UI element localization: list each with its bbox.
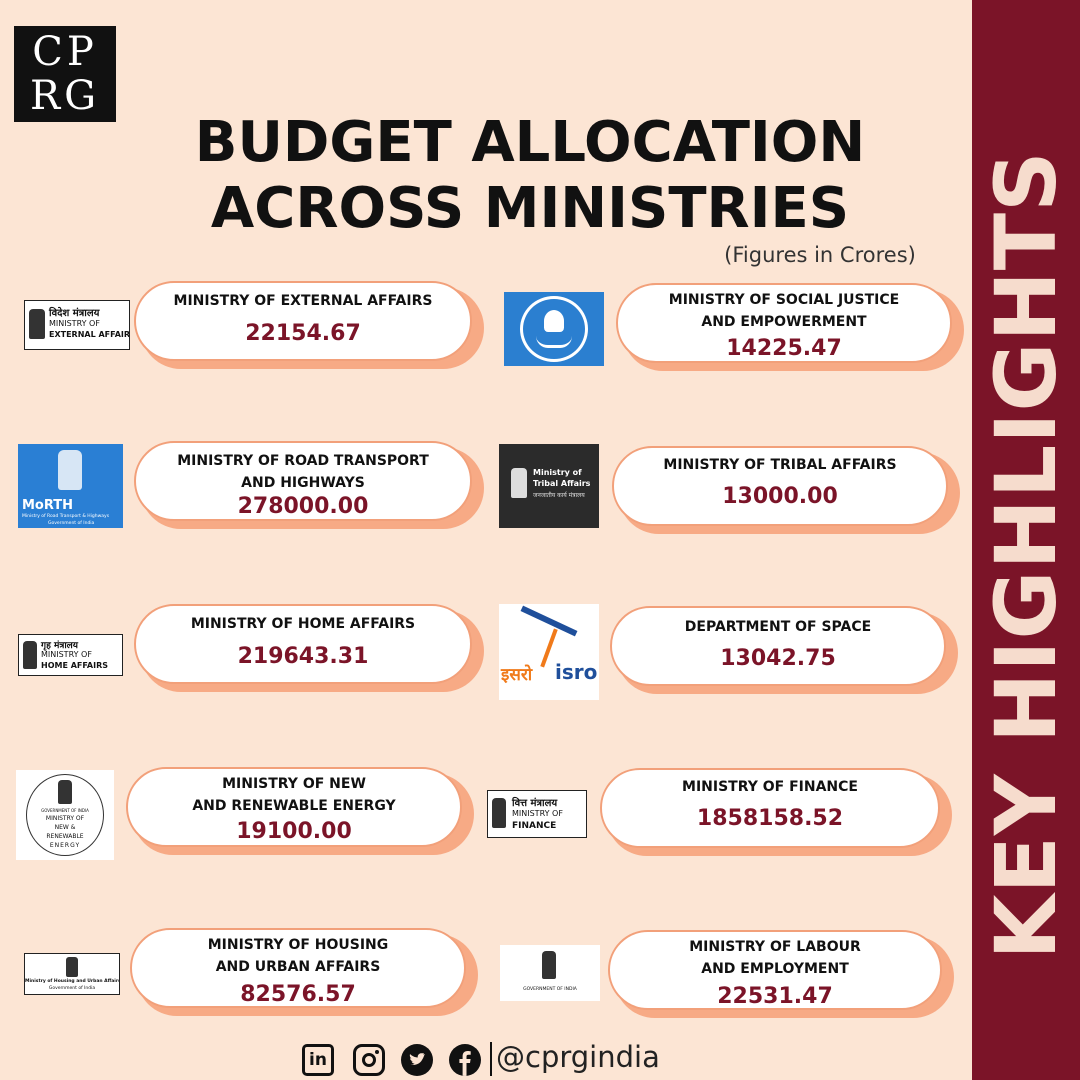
key-highlights-label: KEY HIGHLIGHTS — [977, 150, 1075, 960]
morth-logo-text: MoRTH — [22, 498, 74, 513]
mea-logo-line2: EXTERNAL AFFAIRS — [49, 330, 130, 339]
morth-logo: MoRTH Ministry of Road Transport & Highw… — [18, 444, 123, 528]
emblem-icon — [23, 641, 37, 669]
ministry-card-home-affairs: MINISTRY OF HOME AFFAIRS 219643.31 — [134, 604, 484, 692]
satellite-icon — [520, 605, 578, 637]
mnre-logo-line2: NEW & — [54, 824, 76, 831]
mea-logo-hindi: विदेश मंत्रालय — [49, 308, 100, 319]
mnre-logo-line1: MINISTRY OF — [45, 815, 85, 822]
ministry-card-road-transport: MINISTRY OF ROAD TRANSPORT AND HIGHWAYS … — [134, 441, 484, 529]
emblem-icon — [542, 951, 556, 979]
ministry-card-external-affairs: MINISTRY OF EXTERNAL AFFAIRS 22154.67 — [134, 281, 484, 369]
ministry-name: MINISTRY OF LABOUR AND EMPLOYMENT — [689, 939, 861, 977]
mnre-logo-line3: RENEWABLE — [46, 833, 84, 840]
ministry-name: MINISTRY OF TRIBAL AFFAIRS — [663, 457, 897, 473]
tree-icon — [544, 310, 564, 332]
isro-logo: इसरो isro — [499, 604, 599, 700]
emblem-icon — [58, 780, 72, 804]
morth-logo-sub: Ministry of Road Transport & Highways — [22, 514, 110, 519]
finance-logo-line1: MINISTRY OF — [512, 809, 563, 818]
mohua-logo-line2: Government of India — [48, 986, 96, 991]
ministry-card-renewable-energy: MINISTRY OF NEW AND RENEWABLE ENERGY 191… — [126, 767, 474, 855]
emblem-icon — [66, 957, 78, 977]
instagram-icon[interactable] — [353, 1044, 385, 1076]
ministry-card-space: DEPARTMENT OF SPACE 13042.75 — [610, 606, 958, 694]
labour-logo-line1: GOVERNMENT OF INDIA — [523, 987, 577, 992]
ministry-card-labour: MINISTRY OF LABOUR AND EMPLOYMENT 22531.… — [608, 930, 954, 1018]
tribal-logo-line1: Ministry of — [533, 468, 582, 477]
emblem-icon — [29, 309, 45, 339]
ministry-card-housing-urban: MINISTRY OF HOUSING AND URBAN AFFAIRS 82… — [130, 928, 478, 1016]
mnre-logo-line4: ENERGY — [49, 842, 81, 849]
ministry-allocation: 22154.67 — [245, 321, 361, 346]
mha-logo-line2: HOME AFFAIRS — [41, 661, 108, 670]
labour-logo: GOVERNMENT OF INDIA — [500, 945, 600, 1001]
mohua-logo-line1: Ministry of Housing and Urban Affairs — [25, 979, 120, 984]
cprg-logo: CP RG — [14, 26, 116, 122]
mohua-logo: Ministry of Housing and Urban Affairs Go… — [24, 953, 120, 995]
footer-divider — [490, 1042, 492, 1076]
mha-logo: गृह मंत्रालय MINISTRY OF HOME AFFAIRS — [18, 634, 123, 676]
ministry-name: DEPARTMENT OF SPACE — [684, 619, 872, 635]
ministry-allocation: 13042.75 — [720, 646, 836, 671]
ministry-name: MINISTRY OF ROAD TRANSPORT AND HIGHWAYS — [177, 453, 429, 491]
ministry-card-social-justice: MINISTRY OF SOCIAL JUSTICE AND EMPOWERME… — [616, 283, 964, 371]
ministry-allocation: 22531.47 — [717, 984, 833, 1009]
ministry-allocation: 19100.00 — [236, 819, 352, 844]
ministry-name: MINISTRY OF HOUSING AND URBAN AFFAIRS — [207, 937, 389, 975]
twitter-icon[interactable] — [401, 1044, 433, 1076]
key-highlights-sidebar — [972, 0, 1080, 1080]
ministry-allocation: 13000.00 — [722, 484, 838, 509]
tribal-affairs-logo: Ministry of Tribal Affairs जनजातीय कार्य… — [499, 444, 599, 528]
emblem-icon — [511, 468, 527, 498]
social-justice-logo — [504, 292, 604, 366]
figures-unit-note: (Figures in Crores) — [724, 243, 916, 267]
ministry-name: MINISTRY OF HOME AFFAIRS — [190, 616, 416, 632]
ministry-card-tribal-affairs: MINISTRY OF TRIBAL AFFAIRS 13000.00 — [612, 446, 960, 534]
ministry-allocation: 278000.00 — [237, 494, 369, 519]
cprg-logo-line2: RG — [29, 73, 101, 119]
mha-logo-hindi: गृह मंत्रालय — [41, 641, 78, 651]
social-handle[interactable]: @cprgindia — [496, 1040, 660, 1074]
ministry-name: MINISTRY OF SOCIAL JUSTICE AND EMPOWERME… — [668, 292, 900, 330]
mnre-logo-line0: GOVERNMENT OF INDIA — [41, 808, 89, 813]
ministry-allocation: 1858158.52 — [696, 806, 844, 831]
emblem-icon — [492, 798, 506, 828]
ministry-allocation: 219643.31 — [237, 644, 369, 669]
linkedin-icon[interactable]: in — [302, 1044, 334, 1076]
linkedin-text: in — [309, 1050, 327, 1070]
mnre-logo: GOVERNMENT OF INDIA MINISTRY OF NEW & RE… — [16, 770, 114, 860]
morth-logo-sub2: Government of India — [48, 521, 95, 526]
tribal-logo-hindi: जनजातीय कार्य मंत्रालय — [533, 492, 585, 499]
isro-logo-hindi: इसरो — [501, 665, 533, 685]
tribal-logo-line2: Tribal Affairs — [533, 479, 591, 488]
ministry-name: MINISTRY OF EXTERNAL AFFAIRS — [173, 293, 433, 309]
finance-logo-line2: FINANCE — [512, 821, 557, 831]
mea-logo-line1: MINISTRY OF — [49, 319, 100, 328]
isro-logo-text: isro — [555, 660, 598, 684]
ministry-name: MINISTRY OF NEW AND RENEWABLE ENERGY — [192, 776, 396, 814]
facebook-icon[interactable] — [449, 1044, 481, 1076]
title-line-2: ACROSS MINISTRIES — [210, 176, 850, 241]
mha-logo-line1: MINISTRY OF — [41, 650, 92, 659]
ministry-allocation: 14225.47 — [726, 336, 842, 361]
emblem-icon — [58, 450, 82, 490]
ministry-card-finance: MINISTRY OF FINANCE 1858158.52 — [600, 768, 952, 856]
title-line-1: BUDGET ALLOCATION — [194, 110, 866, 175]
finance-logo: वित्त मंत्रालय MINISTRY OF FINANCE — [487, 790, 587, 838]
page-title: BUDGET ALLOCATION ACROSS MINISTRIES — [150, 110, 910, 242]
ministry-name: MINISTRY OF FINANCE — [682, 779, 858, 795]
mea-logo: विदेश मंत्रालय MINISTRY OF EXTERNAL AFFA… — [24, 300, 130, 350]
finance-logo-hindi: वित्त मंत्रालय — [512, 798, 558, 809]
cprg-logo-line1: CP — [32, 29, 98, 75]
ministry-allocation: 82576.57 — [240, 982, 356, 1007]
hands-icon — [536, 336, 572, 348]
